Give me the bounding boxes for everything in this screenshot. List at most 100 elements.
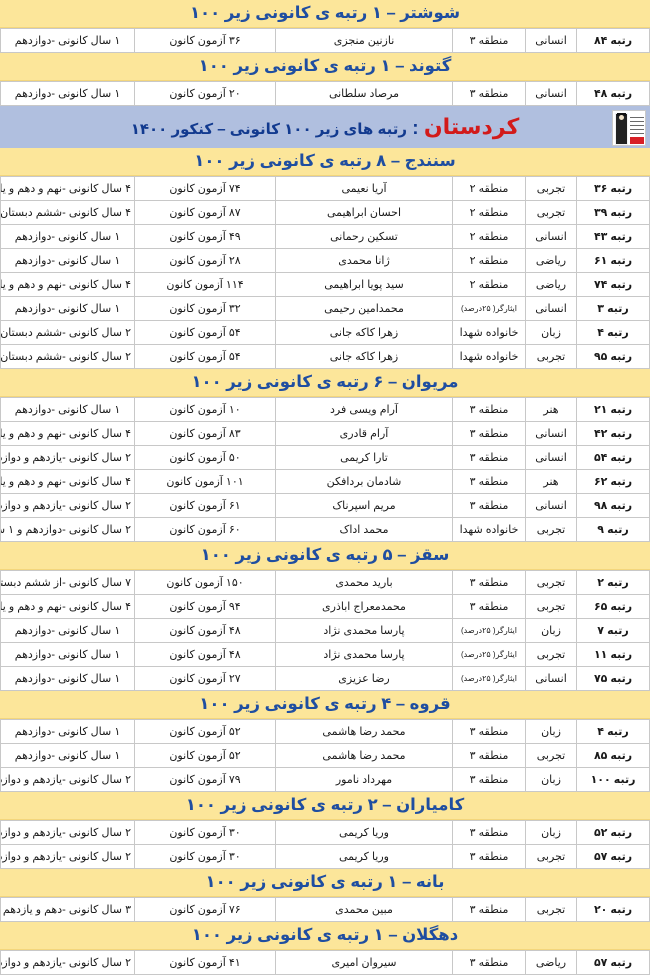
cell-name: نازنین منجزی [275,28,453,53]
cell-name: وریا کریمی [275,820,453,845]
cell-name: محمد رضا هاشمی [275,743,453,768]
cell-quota: منطقه ۳ [452,570,526,595]
cell-field: انسانی [525,445,577,470]
table-row: رتبه ۵۲ زبان منطقه ۳ وریا کریمی ۳۰ آزمون کان… [0,820,650,845]
cell-field: زبان [525,618,577,643]
cell-quota: منطقه ۳ [452,397,526,422]
cell-rank: رتبه ۷ [576,618,650,643]
results-table: رتبه ۸۴ انسانی منطقه ۳ نازنین منجزی ۳۶ آزمون… [0,28,650,53]
cell-name: رضا عزیزی [275,666,453,691]
cell-quota: منطقه ۳ [452,421,526,446]
table-row: رتبه ۲۱ هنر منطقه ۳ آرام ویسی فرد ۱۰ آزمون ک… [0,397,650,422]
cell-field: تجربی [525,844,577,869]
cell-quota: منطقه ۲ [452,248,526,273]
cell-name: زهرا کاکه جانی [275,344,453,369]
cell-years: ۲ سال کانونی -یازدهم و دوازدهم [0,820,135,845]
cell-years: ۱ سال کانونی -دوازدهم [0,397,135,422]
cell-rank: رتبه ۹ [576,517,650,542]
section-header-9: دهگلان – ۱ رتبه ی کانونی زیر ۱۰۰ [0,922,650,950]
cell-years: ۱ سال کانونی -دوازدهم [0,642,135,667]
cell-quota: منطقه ۲ [452,200,526,225]
cell-rank: رتبه ۳۹ [576,200,650,225]
cell-name: بارید محمدی [275,570,453,595]
cell-quota: منطقه ۳ [452,844,526,869]
cell-name: مهرداد نامور [275,767,453,792]
province-banner: کردستان : رتبه های زیر ۱۰۰ کانونی – کنکو… [0,106,650,148]
cell-name: محمدامین رحیمی [275,296,453,321]
cell-name: مرصاد سلطانی [275,81,453,106]
cell-exams: ۷۴ آزمون کانون [134,176,276,201]
cell-quota: ایثارگر( ۲۵درصد) [452,618,526,643]
cell-field: هنر [525,397,577,422]
cell-exams: ۵۴ آزمون کانون [134,344,276,369]
table-row: رتبه ۱۰۰ زبان منطقه ۳ مهرداد نامور ۷۹ آزمون … [0,767,650,792]
cell-quota: خانواده شهدا [452,320,526,345]
table-row: رتبه ۹ تجربی خانواده شهدا محمد اداک ۶۰ آزمون… [0,517,650,542]
cell-name: محمد رضا هاشمی [275,719,453,744]
cell-quota: ایثارگر( ۲۵درصد) [452,296,526,321]
cell-years: ۲ سال کانونی -یازدهم و دوازدهم [0,950,135,975]
cell-years: ۱ سال کانونی -دوازدهم [0,81,135,106]
table-row: رتبه ۴ زبان منطقه ۳ محمد رضا هاشمی ۵۲ آزمون … [0,719,650,744]
cell-exams: ۲۰ آزمون کانون [134,81,276,106]
cell-years: ۲ سال کانونی -یازدهم و دوازدهم [0,767,135,792]
cell-field: ریاضی [525,248,577,273]
cell-years: ۱ سال کانونی -دوازدهم [0,719,135,744]
cell-field: تجربی [525,517,577,542]
cell-rank: رتبه ۲ [576,570,650,595]
kanoon-magazine-logo [612,110,646,146]
cell-name: ژانا محمدی [275,248,453,273]
cell-field: زبان [525,320,577,345]
cell-quota: خانواده شهدا [452,344,526,369]
cell-quota: ایثارگر( ۲۵درصد) [452,666,526,691]
cell-field: تجربی [525,642,577,667]
cell-exams: ۸۷ آزمون کانون [134,200,276,225]
cell-years: ۴ سال کانونی -نهم و دهم و یازدهم و دوازد… [0,421,135,446]
section-header-8: بانه – ۱ رتبه ی کانونی زیر ۱۰۰ [0,869,650,897]
table-row: رتبه ۷۴ ریاضی منطقه ۲ سید پویا ابراهیمی ۱۱۴ … [0,272,650,297]
cell-name: مریم اسپرناک [275,493,453,518]
cell-rank: رتبه ۸۵ [576,743,650,768]
cell-quota: منطقه ۳ [452,493,526,518]
cell-quota: خانواده شهدا [452,517,526,542]
cell-years: ۱ سال کانونی -دوازدهم [0,296,135,321]
cell-field: انسانی [525,224,577,249]
cell-exams: ۶۰ آزمون کانون [134,517,276,542]
cell-quota: منطقه ۳ [452,897,526,922]
cell-rank: رتبه ۸۴ [576,28,650,53]
cell-field: انسانی [525,421,577,446]
cell-field: زبان [525,820,577,845]
cell-field: انسانی [525,81,577,106]
table-row: رتبه ۳۹ تجربی منطقه ۲ احسان ابراهیمی ۸۷ آزمو… [0,200,650,225]
table-row: رتبه ۲۰ تجربی منطقه ۳ مبین محمدی ۷۶ آزمون کا… [0,897,650,922]
cell-quota: منطقه ۳ [452,594,526,619]
cell-name: آریا نعیمی [275,176,453,201]
cell-name: مبین محمدی [275,897,453,922]
section-header-5: سقز – ۵ رتبه ی کانونی زیر ۱۰۰ [0,542,650,570]
cell-quota: منطقه ۳ [452,743,526,768]
cell-field: تجربی [525,897,577,922]
cell-field: ریاضی [525,950,577,975]
cell-rank: رتبه ۵۴ [576,445,650,470]
cell-years: ۱ سال کانونی -دوازدهم [0,28,135,53]
cell-exams: ۵۴ آزمون کانون [134,320,276,345]
cell-rank: رتبه ۷۵ [576,666,650,691]
table-row: رتبه ۶۱ ریاضی منطقه ۲ ژانا محمدی ۲۸ آزمون کا… [0,248,650,273]
cell-rank: رتبه ۶۵ [576,594,650,619]
banner-subtitle: رتبه های زیر ۱۰۰ کانونی – کنکور ۱۴۰۰ [130,121,407,138]
cell-field: تجربی [525,200,577,225]
cell-exams: ۴۱ آزمون کانون [134,950,276,975]
cell-name: سید پویا ابراهیمی [275,272,453,297]
cell-rank: رتبه ۴ [576,719,650,744]
cell-years: ۱ سال کانونی -دوازدهم [0,248,135,273]
section-header-6: قروه – ۴ رتبه ی کانونی زیر ۱۰۰ [0,691,650,719]
cell-name: آرام ویسی فرد [275,397,453,422]
cell-name: پارسا محمدی نژاد [275,618,453,643]
cell-field: انسانی [525,666,577,691]
cell-exams: ۳۲ آزمون کانون [134,296,276,321]
cell-years: ۷ سال کانونی -از ششم دبستان تا دوازدهم [0,570,135,595]
cell-rank: رتبه ۳۶ [576,176,650,201]
results-table: رتبه ۲۰ تجربی منطقه ۳ مبین محمدی ۷۶ آزمون کا… [0,897,650,922]
cell-name: محمد اداک [275,517,453,542]
cell-exams: ۴۹ آزمون کانون [134,224,276,249]
